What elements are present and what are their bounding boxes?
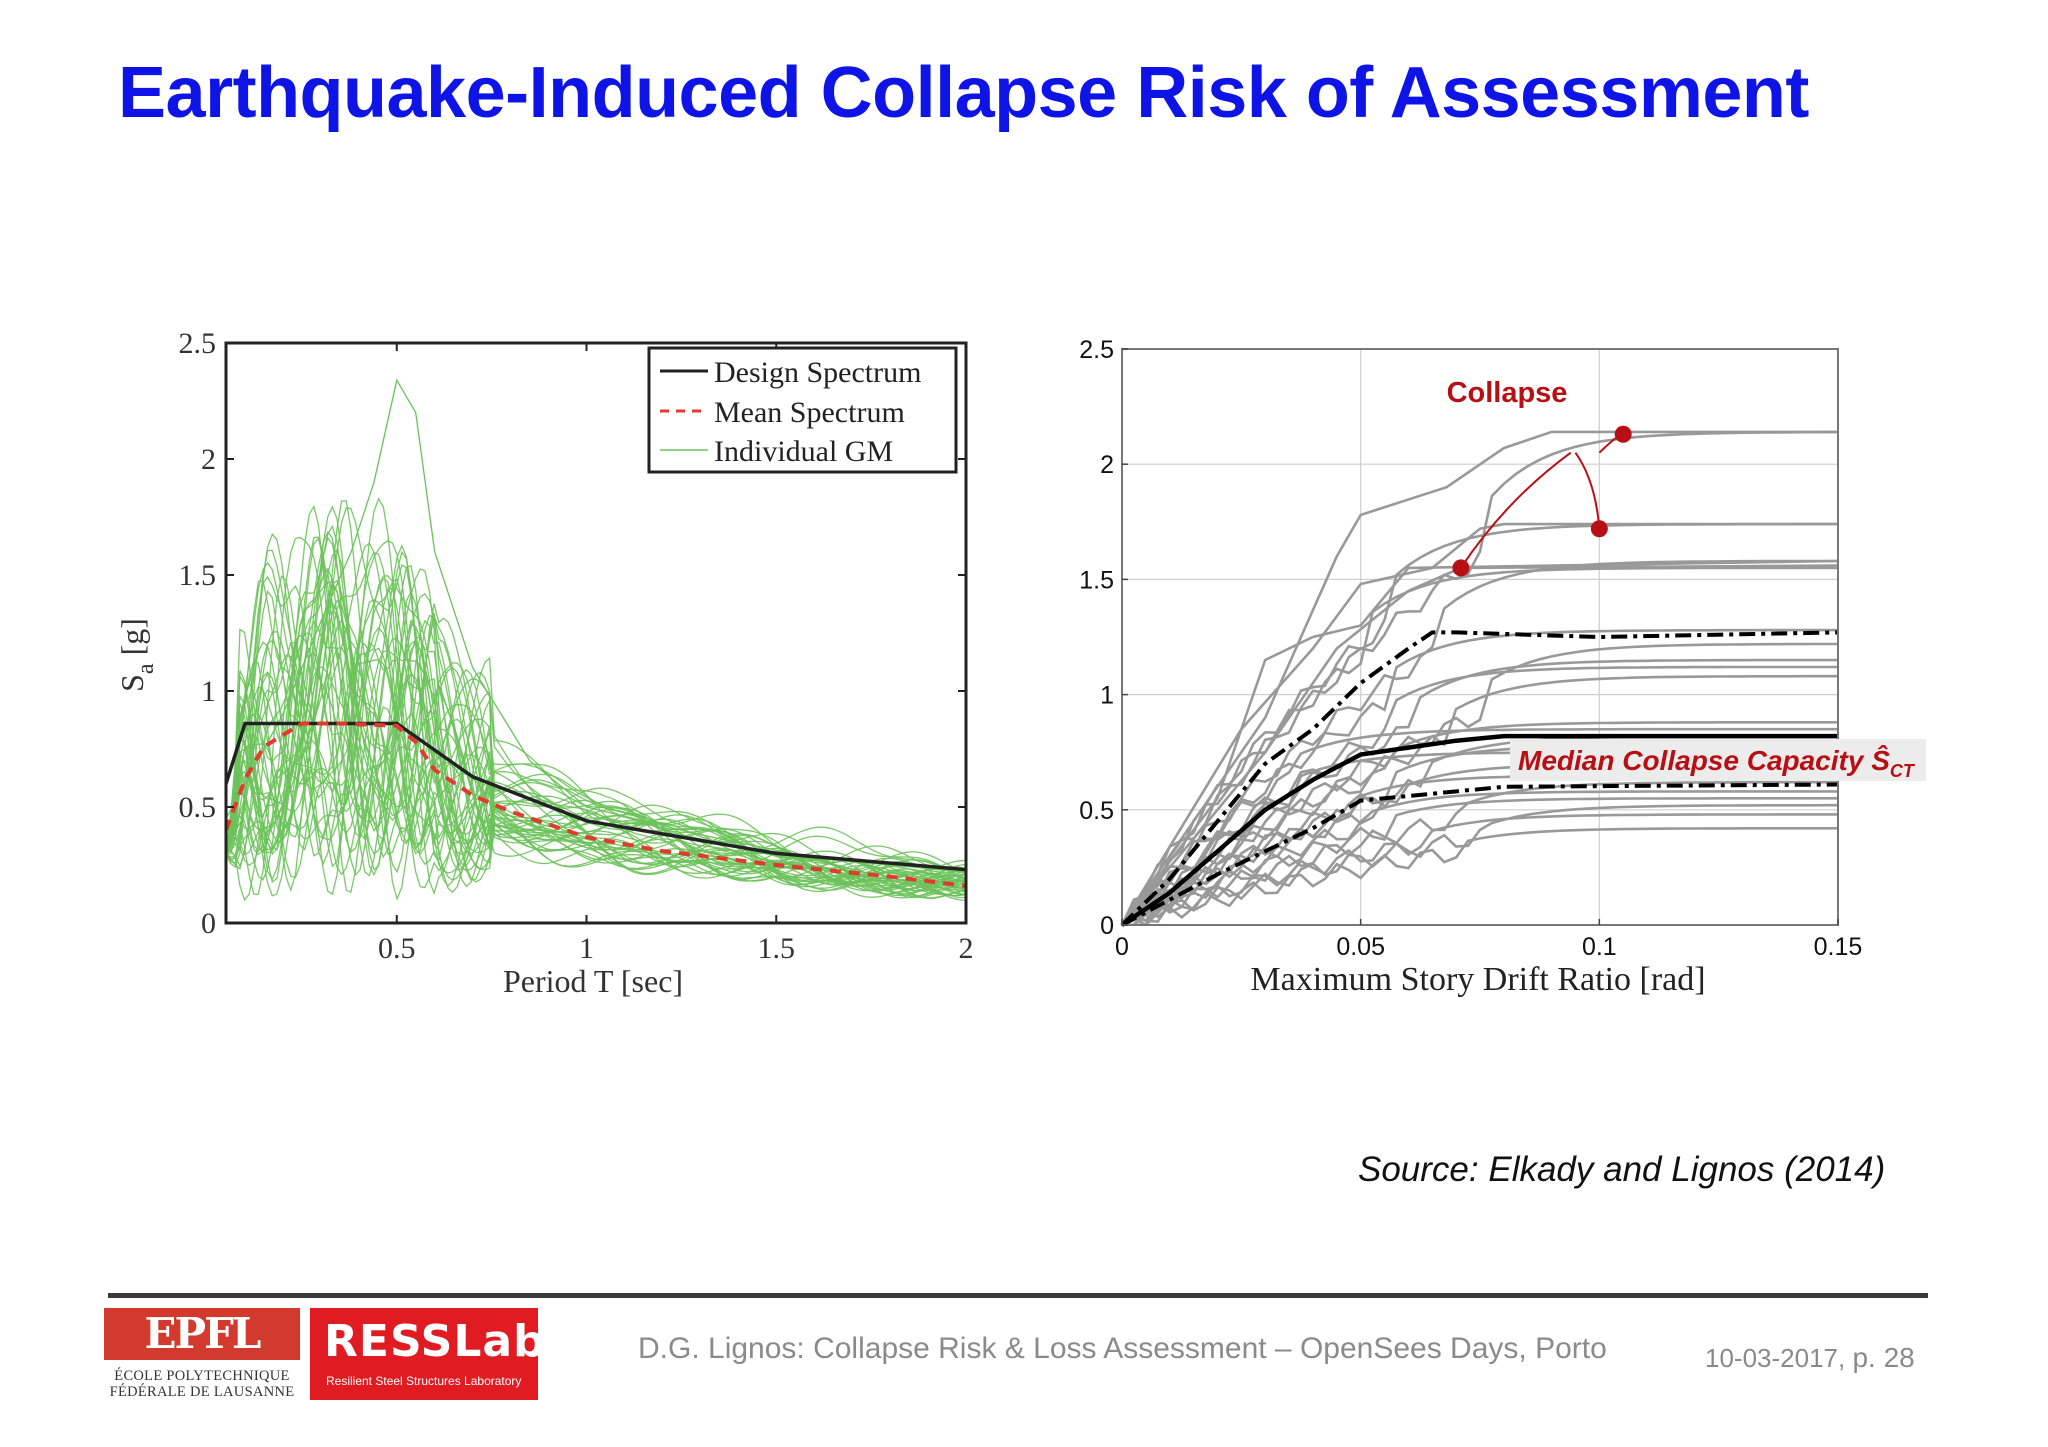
epfl-logo-block: [104, 1308, 300, 1360]
mean-spectrum-line: [226, 721, 966, 888]
resslab-logo-subtitle: Resilient Steel Structures Laboratory: [326, 1374, 522, 1388]
epfl-logo-line1: ÉCOLE POLYTECHNIQUE: [114, 1368, 290, 1384]
collapse-arrow: [1460, 451, 1572, 569]
gm-lines: [226, 378, 966, 902]
spectra-ytick-label: 2.5: [179, 327, 217, 360]
footer-divider: [108, 1293, 1928, 1298]
source-citation: Source: Elkady and Lignos (2014): [1358, 1150, 1886, 1189]
ida-curve: [1122, 721, 1838, 925]
ida-curves: [1122, 430, 1838, 925]
collapse-arrow: [1574, 452, 1601, 529]
collapse-annotation: Collapse: [1447, 377, 1568, 409]
gm-line: [226, 647, 966, 892]
ida-curve: [1122, 727, 1838, 925]
footer-presentation-info: D.G. Lignos: Collapse Risk & Loss Assess…: [638, 1332, 1607, 1365]
ida-xlabel: Maximum Story Drift Ratio [rad]: [1250, 961, 1705, 998]
legend-label-gm: Individual GM: [714, 435, 893, 468]
ida-curve: [1122, 674, 1838, 925]
ida-curve: [1122, 780, 1838, 925]
ida-xtick-label: 0: [1115, 933, 1129, 961]
ida-axes-frame: [1121, 348, 1839, 926]
spectra-axes-frame: [224, 341, 968, 925]
gm-line: [226, 530, 966, 896]
gm-line: [226, 536, 966, 896]
spectra-xtick-label: 2: [959, 932, 974, 965]
median-label-bg: [1510, 739, 1926, 781]
ida-ytick-label: 1: [1100, 682, 1114, 710]
resslab-logo: RESSLab Resilient Steel Structures Labor…: [310, 1308, 545, 1400]
ida-curve-collapse: [1122, 559, 1838, 925]
ida-ytick-label: 2.5: [1079, 336, 1114, 364]
spectra-ytick-label: 0.5: [179, 791, 217, 824]
resslab-logo-word: RESSLab: [324, 1316, 546, 1367]
ida-chart: 0 0.5 1 1.5 2 2.5 0 0.05 0.1 0.15 Maximum Story D…: [1079, 336, 1926, 998]
ida-curve: [1122, 827, 1838, 925]
gm-line: [226, 536, 966, 895]
gm-line: [226, 507, 966, 897]
ida-curve: [1122, 430, 1838, 925]
collapse-point: [1590, 520, 1608, 538]
spectra-ytick-label: 0: [201, 907, 216, 940]
spectra-xtick-label: 1.5: [758, 932, 796, 965]
gm-line: [226, 504, 966, 897]
epfl-logo-line2: FÉDÉRALE DE LAUSANNE: [109, 1384, 295, 1400]
legend-label-design: Design Spectrum: [714, 356, 921, 389]
ida-xtick-label: 0.1: [1582, 933, 1617, 961]
spectra-legend: Design Spectrum Mean Spectrum Individual…: [647, 346, 958, 474]
median-collapse-label: Median Collapse Capacity ŜCT: [1518, 744, 1916, 781]
ida-16th-line: [1121, 782, 1839, 927]
ida-ytick-label: 0.5: [1079, 797, 1114, 825]
spectra-xtick-label: 0.5: [378, 932, 416, 965]
gm-line: [226, 588, 966, 891]
legend-label-mean: Mean Spectrum: [714, 396, 905, 429]
design-spectrum-line: [226, 721, 966, 872]
gm-line: [226, 579, 966, 892]
ida-xtick-label: 0.05: [1336, 933, 1385, 961]
ida-curve-collapse: [1122, 430, 1838, 925]
ida-median-line: [1120, 733, 1838, 927]
epfl-logo: EPFL ÉCOLE POLYTECHNIQUE FÉDÉRALE DE LAU…: [104, 1308, 300, 1400]
epfl-logo-word: EPFL: [144, 1309, 262, 1358]
ida-curve: [1122, 803, 1838, 925]
spectra-ylabel: Sa [g]: [114, 618, 159, 692]
spectra-xlabel: Period T [sec]: [503, 963, 683, 999]
spectra-ytick-label: 1: [201, 675, 216, 708]
ida-curve: [1122, 628, 1838, 925]
spectra-plot-area: 0 0.5 1 1.5 2 2.5 0.5 1 1.5 2: [179, 327, 974, 965]
gm-line: [226, 497, 966, 885]
spectra-ytick-label: 2: [201, 443, 216, 476]
spectra-xtick-label: 1: [579, 932, 594, 965]
ida-curve-collapse: [1122, 564, 1838, 925]
ida-curve: [1122, 797, 1838, 925]
ida-xtick-label: 0.15: [1814, 933, 1863, 961]
ida-curve: [1122, 566, 1838, 925]
gm-line: [226, 561, 966, 897]
ida-curve: [1122, 522, 1838, 925]
gm-line-peak: [226, 378, 966, 873]
ida-ytick-label: 1.5: [1079, 566, 1114, 594]
ida-plot-area: 0 0.5 1 1.5 2 2.5 0 0.05 0.1 0.15: [1079, 336, 1862, 961]
slide-title: Earthquake-Induced Collapse Risk of Asse…: [118, 53, 1809, 133]
gm-line: [226, 654, 966, 889]
spectra-chart: 0 0.5 1 1.5 2 2.5 0.5 1 1.5 2 Design Spectrum Mea…: [114, 327, 974, 999]
ida-curve-collapse: [1122, 522, 1838, 925]
collapse-point: [1452, 559, 1470, 577]
footer-page-number: 10-03-2017, p. 28: [1705, 1342, 1915, 1373]
ida-ytick-label: 0: [1100, 912, 1114, 940]
ida-ytick-label: 2: [1100, 451, 1114, 479]
spectra-ytick-label: 1.5: [179, 559, 217, 592]
collapse-point: [1614, 425, 1632, 443]
gm-line: [226, 575, 966, 895]
